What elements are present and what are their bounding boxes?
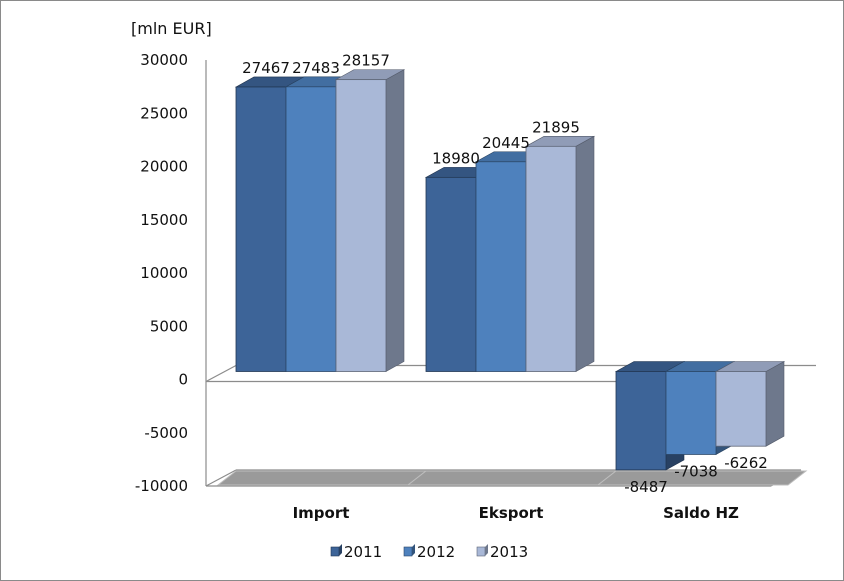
bar-side-face — [385, 69, 405, 373]
bar-side-face — [765, 360, 785, 447]
legend-swatch — [476, 546, 486, 557]
y-tick-label: 10000 — [140, 264, 188, 282]
legend-label: 2012 — [417, 543, 455, 561]
data-label: 28157 — [342, 52, 390, 70]
legend-item-2011: 2011 — [330, 543, 382, 561]
bar-front-face — [475, 161, 527, 372]
legend-swatch-side — [412, 544, 415, 556]
bar-saldo-hz-2013 — [714, 360, 786, 447]
legend-swatch-side — [485, 544, 488, 556]
data-label: 18980 — [432, 149, 480, 167]
floor-shadow-0 — [216, 470, 428, 486]
legend-label: 2013 — [490, 543, 528, 561]
bar-side-face — [575, 135, 595, 373]
data-label: 20445 — [482, 134, 530, 152]
bar-front-face — [285, 86, 337, 372]
bar-front-face — [525, 145, 577, 372]
y-tick-label: 25000 — [140, 104, 188, 122]
legend-swatch — [330, 546, 340, 557]
bar-import-2013 — [334, 69, 406, 373]
bar-saldo-hz-2011 — [614, 360, 686, 471]
legend-item-2012: 2012 — [403, 543, 455, 561]
data-label: -7038 — [674, 462, 718, 480]
legend-swatch-side — [339, 544, 342, 556]
bar-front-face — [615, 371, 667, 471]
x-category-label: Eksport — [479, 504, 544, 522]
bar-front-face — [715, 371, 767, 447]
y-tick-label: 0 — [178, 371, 188, 389]
y-tick-label: 5000 — [150, 317, 188, 335]
bar-eksport-2013 — [524, 135, 596, 373]
legend-item-2013: 2013 — [476, 543, 528, 561]
legend-swatch — [403, 546, 413, 557]
y-tick-label: 15000 — [140, 211, 188, 229]
floor-shadow-1 — [406, 470, 618, 486]
data-label: -6262 — [724, 454, 768, 472]
y-tick-label: 20000 — [140, 158, 188, 176]
y-tick-label: -10000 — [135, 477, 188, 495]
y-tick-label: 30000 — [140, 51, 188, 69]
bar-front-face — [335, 79, 387, 372]
legend-label: 2011 — [344, 543, 382, 561]
axis-layer: [mln EUR] -10000 -5000 0 5000 10000 15000 2000… — [131, 19, 739, 522]
y-axis-unit-label: [mln EUR] — [131, 19, 212, 38]
data-label: 27483 — [292, 59, 340, 77]
floor-left-edge — [205, 469, 237, 487]
y-tick-label: -5000 — [144, 424, 188, 442]
zero-plane-left — [205, 364, 237, 383]
bar-front-face — [235, 86, 287, 372]
data-label: 27467 — [242, 59, 290, 77]
legend: 2011 2012 2013 — [330, 543, 528, 561]
floor-shadow-2 — [596, 470, 808, 486]
bar-front-face — [425, 176, 477, 372]
data-label: -8487 — [624, 478, 668, 496]
x-category-label: Saldo HZ — [663, 504, 739, 522]
x-category-label: Import — [293, 504, 350, 522]
data-label: 21895 — [532, 118, 580, 136]
chart-floor — [216, 470, 808, 486]
bar-front-face — [665, 371, 717, 455]
bars-layer — [234, 69, 786, 471]
